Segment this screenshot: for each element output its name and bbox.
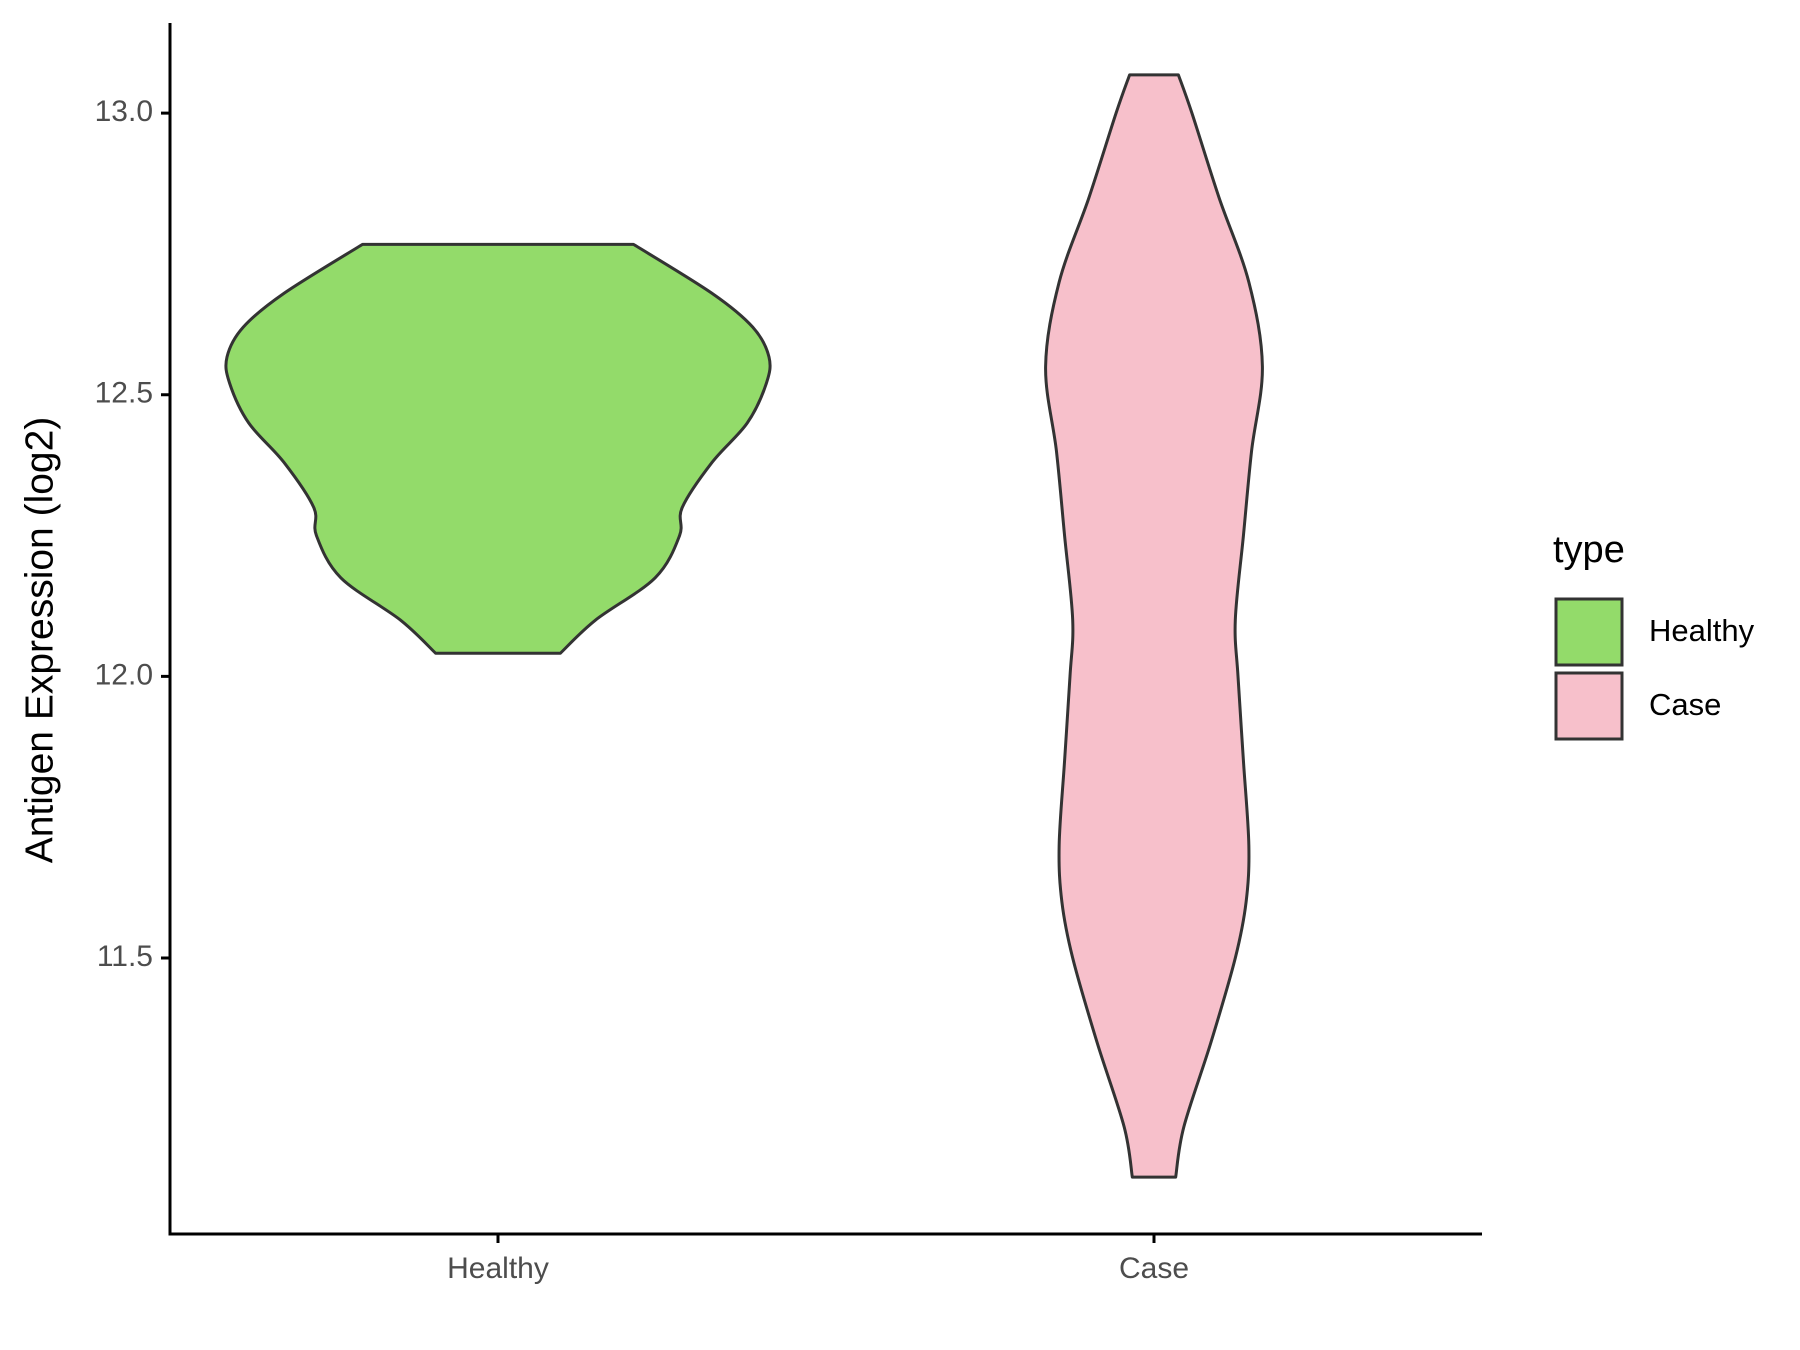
y-tick-label: 11.5	[97, 940, 153, 973]
x-tick-label: Case	[1119, 1252, 1189, 1285]
y-axis-label: Antigen Expression (log2)	[18, 417, 61, 864]
legend-label: Healthy	[1649, 613, 1755, 648]
legend-key	[1554, 597, 1624, 667]
violin	[224, 242, 772, 655]
legend-key	[1554, 671, 1624, 741]
y-tick-label: 13.0	[95, 95, 153, 128]
x-tick-label: Healthy	[447, 1252, 549, 1285]
y-tick-label: 12.5	[95, 377, 153, 410]
legend-label: Case	[1649, 687, 1721, 722]
legend-title: type	[1553, 529, 1625, 571]
y-tick-label: 12.0	[95, 658, 153, 691]
violin	[1044, 73, 1264, 1179]
